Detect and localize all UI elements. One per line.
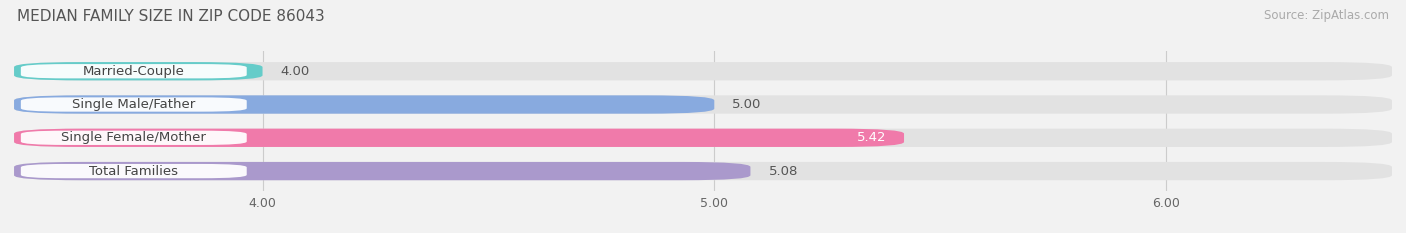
FancyBboxPatch shape [14,95,1392,114]
Text: MEDIAN FAMILY SIZE IN ZIP CODE 86043: MEDIAN FAMILY SIZE IN ZIP CODE 86043 [17,9,325,24]
Text: 5.42: 5.42 [856,131,886,144]
FancyBboxPatch shape [14,162,751,180]
FancyBboxPatch shape [21,97,246,112]
FancyBboxPatch shape [14,62,1392,80]
FancyBboxPatch shape [21,164,246,178]
Text: Single Female/Mother: Single Female/Mother [62,131,207,144]
Text: 5.00: 5.00 [733,98,762,111]
Text: 4.00: 4.00 [281,65,309,78]
FancyBboxPatch shape [21,64,246,78]
Text: 5.08: 5.08 [769,164,797,178]
Text: Single Male/Father: Single Male/Father [72,98,195,111]
Text: Married-Couple: Married-Couple [83,65,184,78]
FancyBboxPatch shape [14,95,714,114]
FancyBboxPatch shape [14,62,263,80]
Text: Total Families: Total Families [89,164,179,178]
FancyBboxPatch shape [14,129,1392,147]
Text: Source: ZipAtlas.com: Source: ZipAtlas.com [1264,9,1389,22]
FancyBboxPatch shape [21,131,246,145]
FancyBboxPatch shape [14,129,904,147]
FancyBboxPatch shape [14,162,1392,180]
